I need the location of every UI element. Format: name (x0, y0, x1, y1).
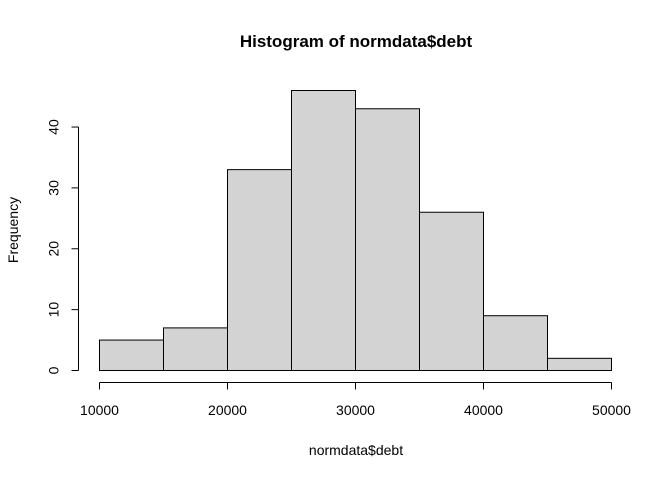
y-tick-label: 0 (46, 366, 62, 374)
x-tick-label: 30000 (336, 402, 375, 418)
x-tick-label: 10000 (80, 402, 119, 418)
y-axis: 0 10 20 30 40 (46, 119, 79, 374)
y-axis-label: Frequency (5, 197, 21, 263)
chart-title: Histogram of normdata$debt (240, 32, 473, 51)
histogram-bar (355, 108, 420, 372)
histogram-bar (99, 339, 164, 371)
y-tick-label: 40 (46, 119, 62, 135)
x-tick-label: 50000 (592, 402, 631, 418)
bars-group (99, 90, 612, 372)
x-axis: 10000 20000 30000 40000 50000 (80, 382, 631, 418)
y-tick-label: 30 (46, 180, 62, 196)
y-tick-label: 10 (46, 302, 62, 318)
x-axis-label: normdata$debt (309, 442, 403, 458)
histogram-bar (291, 90, 356, 371)
histogram-bar (163, 327, 228, 371)
y-tick-label: 20 (46, 241, 62, 257)
histogram-bar (483, 315, 548, 371)
histogram-bar (547, 357, 612, 371)
x-tick-label: 20000 (208, 402, 247, 418)
histogram-bar (419, 211, 484, 371)
x-tick-label: 40000 (464, 402, 503, 418)
histogram-bar (227, 169, 292, 371)
